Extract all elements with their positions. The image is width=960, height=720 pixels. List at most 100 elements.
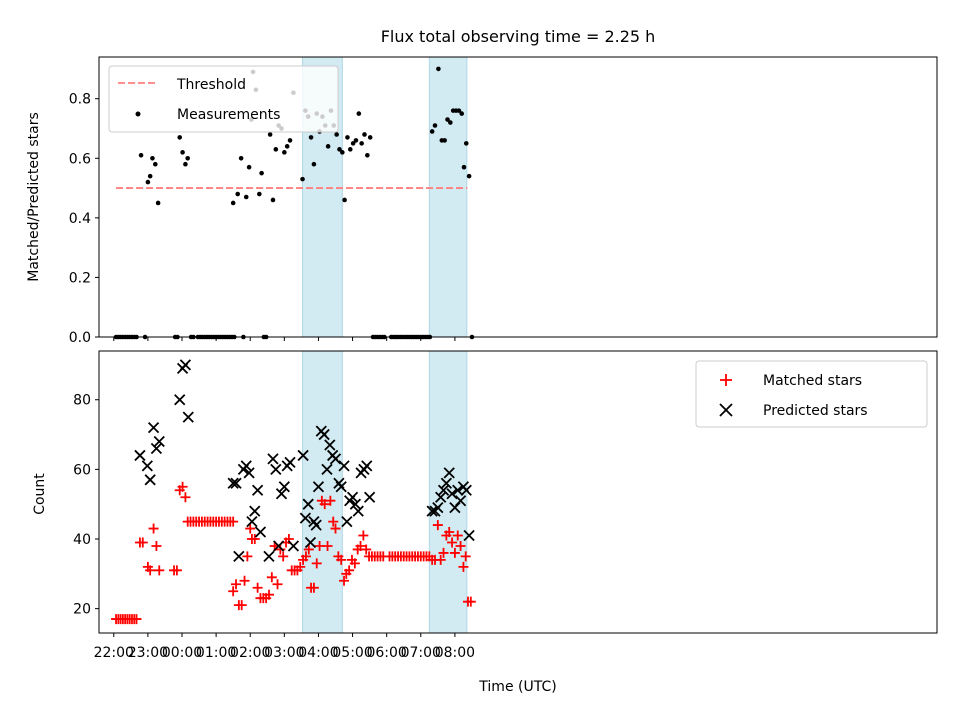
predicted-star-point xyxy=(341,515,353,528)
predicted-star-point xyxy=(243,467,255,479)
matched-star-point xyxy=(438,547,449,558)
predicted-star-point xyxy=(297,449,309,462)
measurement-point xyxy=(267,132,273,137)
matched-star-point xyxy=(278,551,289,562)
matched-star-point xyxy=(322,540,333,551)
predicted-star-point xyxy=(435,491,447,503)
measurement-point xyxy=(246,164,252,170)
measurement-point xyxy=(445,117,450,122)
matched-star-point xyxy=(449,547,460,558)
matched-star-point xyxy=(358,530,369,541)
predicted-star-point xyxy=(452,484,464,496)
predicted-star-point xyxy=(230,477,242,489)
predicted-star-point xyxy=(254,526,267,538)
x-tick-label: 22:00 xyxy=(94,645,134,661)
measurement-point xyxy=(359,141,364,146)
predicted-star-point xyxy=(443,467,455,479)
predicted-star-point xyxy=(338,460,350,472)
predicted-star-point xyxy=(449,502,461,514)
top-axes-frame xyxy=(98,56,938,338)
predicted-star-point xyxy=(174,394,186,406)
predicted-star-point xyxy=(329,453,342,465)
matched-star-point xyxy=(148,523,159,534)
matched-star-point xyxy=(154,565,165,576)
measurement-point xyxy=(185,155,190,161)
y-tick-label: 0.4 xyxy=(69,211,91,227)
measurement-point xyxy=(325,144,331,149)
chart-title: Flux total observing time = 2.25 h xyxy=(381,27,656,46)
matched-star-point xyxy=(330,523,341,534)
measurement-point xyxy=(243,194,249,200)
matched-star-point xyxy=(242,551,253,562)
matched-star-point xyxy=(339,575,350,586)
measurement-point xyxy=(356,111,362,116)
bottom-y-ticks: 20 40 60 80 xyxy=(73,393,99,618)
measurement-point xyxy=(334,132,339,137)
x-tick-label: 03:00 xyxy=(264,645,304,661)
measurement-point xyxy=(257,191,262,197)
matched-star-point xyxy=(444,527,455,538)
predicted-star-point xyxy=(141,460,153,472)
predicted-star-point xyxy=(321,463,333,476)
measurement-point xyxy=(362,132,367,137)
measurement-point xyxy=(138,152,144,158)
measurement-point xyxy=(235,191,241,197)
measurement-point xyxy=(347,147,353,152)
matched-star-point xyxy=(231,579,242,590)
matched-star-point xyxy=(355,540,366,551)
matched-star-point xyxy=(432,520,443,531)
measurement-point xyxy=(180,150,185,155)
measurement-point xyxy=(345,135,350,140)
matched-star-point xyxy=(336,554,347,565)
top-y-ticks: 0.0 0.2 0.4 0.6 0.8 xyxy=(69,92,99,346)
matched-star-point xyxy=(228,586,239,597)
measurement-point xyxy=(270,197,276,203)
measurement-point xyxy=(459,111,465,116)
y-tick-label: 0.8 xyxy=(69,92,91,108)
predicted-star-point xyxy=(153,435,165,448)
matched-star-point xyxy=(319,499,330,510)
y-tick-label: 0.0 xyxy=(69,330,91,346)
matched-stars-points xyxy=(111,481,476,625)
measurement-point xyxy=(300,176,305,182)
matched-star-point xyxy=(452,530,463,541)
matched-star-point xyxy=(458,561,469,572)
x-tick-label: 00:00 xyxy=(162,645,202,661)
matched-star-point xyxy=(245,523,256,534)
measurement-point xyxy=(259,170,264,176)
matched-star-point xyxy=(295,561,306,572)
measurement-point xyxy=(442,138,447,143)
bottom-legend: Matched stars Predicted stars xyxy=(695,360,928,428)
measurement-point xyxy=(436,66,441,72)
matched-star-point xyxy=(252,582,263,593)
bottom-axes-frame xyxy=(98,350,938,634)
predicted-star-point xyxy=(454,495,467,507)
bottom-y-axis-label: Count xyxy=(32,473,48,515)
top-y-axis-label: Matched/Predicted stars xyxy=(26,112,42,282)
measurement-point xyxy=(308,135,314,140)
measurement-point xyxy=(448,120,453,125)
matched-star-point xyxy=(328,516,339,527)
matched-star-point xyxy=(465,596,476,607)
predicted-legend-swatch xyxy=(719,403,733,417)
x-tick-label: 01:00 xyxy=(196,645,236,661)
predicted-star-point xyxy=(263,550,275,563)
matched-star-point xyxy=(171,565,182,576)
predicted-star-point xyxy=(304,536,317,549)
measurement-point xyxy=(463,141,469,146)
predicted-star-point xyxy=(233,550,245,563)
predicted-star-point xyxy=(437,484,450,496)
measurements-legend-swatch xyxy=(135,111,141,117)
x-tick-label: 23:00 xyxy=(128,645,168,661)
predicted-star-point xyxy=(147,421,160,434)
matched-star-point xyxy=(435,554,446,565)
measurement-point xyxy=(456,108,462,113)
matched-star-point xyxy=(275,544,286,555)
measurement-point xyxy=(466,173,472,179)
predicted-star-point xyxy=(352,505,364,517)
measurement-point xyxy=(177,135,183,140)
top-panel: 0.00.20.40.60.8 Matched/Predicted stars … xyxy=(26,56,938,346)
predicted-star-point xyxy=(240,460,252,472)
matched-star-point xyxy=(361,544,372,555)
